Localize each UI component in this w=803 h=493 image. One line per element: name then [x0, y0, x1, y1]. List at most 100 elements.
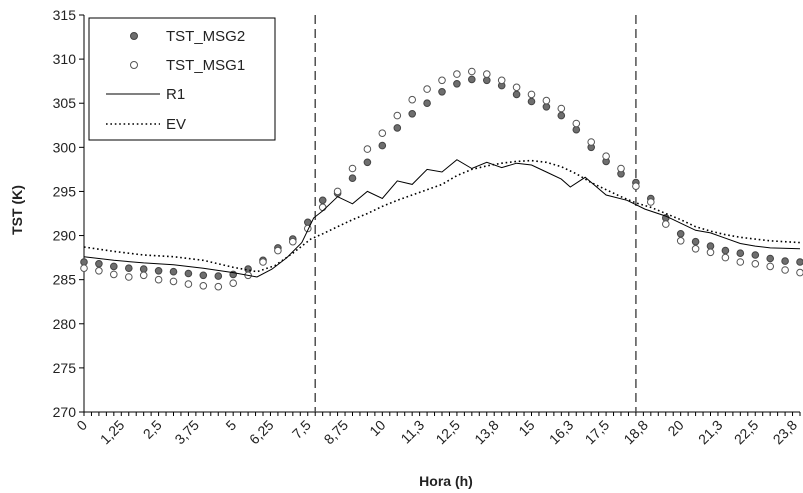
- y-tick-label-290: 290: [53, 228, 77, 244]
- data-point-tst-msg1: [378, 129, 387, 137]
- series-tst-msg1: [80, 67, 803, 291]
- data-point-tst-msg1: [527, 90, 536, 99]
- data-point-tst-msg2: [512, 90, 521, 99]
- x-tick-label-6-25: 6,25: [246, 417, 277, 448]
- x-tick-label-23-8: 23,8: [770, 417, 801, 448]
- x-tick-label-2-5: 2,5: [140, 417, 165, 442]
- legend: TST_MSG2 TST_MSG1 R1 EV: [88, 17, 276, 141]
- data-point-tst-msg1: [512, 83, 521, 92]
- data-point-tst-msg1: [766, 262, 775, 271]
- y-tick-label-300: 300: [53, 139, 77, 155]
- data-point-tst-msg1: [125, 273, 133, 281]
- y-tick-label-310: 310: [53, 51, 77, 67]
- data-point-tst-msg2: [557, 111, 566, 120]
- x-tick-label-8-75: 8,75: [321, 417, 352, 448]
- x-axis-title: Hora (h): [419, 473, 473, 489]
- x-tick-label-13-8: 13,8: [471, 417, 502, 448]
- data-point-tst-msg1: [214, 282, 223, 291]
- data-point-tst-msg1: [393, 111, 402, 120]
- data-point-tst-msg1: [453, 70, 461, 78]
- data-point-tst-msg1: [289, 237, 297, 246]
- data-point-tst-msg2: [438, 88, 446, 96]
- data-point-tst-msg2: [527, 97, 536, 106]
- data-point-tst-msg1: [706, 248, 715, 257]
- legend-label-tst-msg1: TST_MSG1: [166, 57, 245, 74]
- data-point-tst-msg2: [348, 174, 357, 182]
- data-point-tst-msg1: [154, 275, 163, 284]
- data-point-tst-msg1: [438, 76, 446, 85]
- data-point-tst-msg2: [796, 258, 803, 266]
- y-axis-title: TST (K): [9, 185, 25, 235]
- data-point-tst-msg2: [154, 267, 163, 275]
- data-point-tst-msg1: [676, 237, 685, 245]
- data-point-tst-msg1: [348, 164, 357, 173]
- x-tick-label-20: 20: [664, 417, 686, 439]
- x-tick-label-1-25: 1,25: [97, 417, 128, 448]
- data-point-tst-msg2: [751, 251, 760, 259]
- data-point-tst-msg1: [483, 70, 491, 78]
- x-tick-label-17-5: 17,5: [582, 417, 613, 448]
- data-point-tst-msg1: [274, 246, 282, 255]
- series-ev: [83, 159, 801, 273]
- x-tick-label-16-3: 16,3: [546, 417, 577, 448]
- data-point-tst-msg1: [139, 271, 148, 280]
- data-point-tst-msg1: [333, 187, 342, 196]
- y-tick-label-270: 270: [53, 404, 77, 420]
- data-point-tst-msg1: [80, 264, 88, 273]
- data-point-tst-msg1: [110, 270, 118, 279]
- y-tick-label-315: 315: [53, 7, 77, 23]
- data-point-tst-msg1: [781, 266, 789, 274]
- data-point-tst-msg2: [453, 80, 461, 88]
- x-axis: 0 1,25 2,5 3,75 5 6,25 7,5 8,75 10 11,3 12,5 13,8 15…: [73, 412, 801, 448]
- data-point-tst-msg2: [318, 196, 327, 205]
- data-point-tst-msg1: [647, 198, 655, 206]
- data-point-tst-msg1: [95, 267, 103, 275]
- data-point-tst-msg2: [423, 99, 431, 107]
- x-tick-label-18-8: 18,8: [620, 417, 651, 448]
- data-point-tst-msg2: [483, 76, 491, 85]
- x-tick-label-11-3: 11,3: [397, 417, 427, 447]
- y-axis: 270 275 280 285 290 295 300 305 310 315: [53, 7, 84, 420]
- data-point-tst-msg2: [184, 269, 193, 278]
- data-point-tst-msg2: [736, 249, 745, 257]
- y-tick-label-280: 280: [53, 316, 77, 332]
- data-point-tst-msg2: [125, 264, 133, 273]
- data-point-tst-msg2: [408, 110, 417, 118]
- legend-label-tst-msg2: TST_MSG2: [166, 28, 245, 45]
- data-point-tst-msg1: [617, 164, 625, 173]
- data-point-tst-msg1: [423, 85, 431, 93]
- x-tick-label-7-5: 7,5: [289, 417, 314, 442]
- data-point-tst-msg2: [139, 265, 148, 273]
- data-point-tst-msg1: [468, 67, 476, 76]
- x-tick-label-22-5: 22,5: [731, 417, 762, 448]
- data-point-tst-msg2: [95, 260, 103, 268]
- data-point-tst-msg2: [468, 75, 476, 84]
- data-point-tst-msg2: [110, 262, 118, 271]
- data-point-tst-msg1: [497, 76, 506, 85]
- y-tick-label-295: 295: [53, 183, 77, 199]
- data-point-tst-msg2: [393, 124, 402, 132]
- data-point-tst-msg1: [557, 104, 566, 113]
- series-layer: [80, 67, 803, 291]
- data-point-tst-msg2: [80, 258, 88, 266]
- data-point-tst-msg1: [169, 277, 178, 286]
- data-point-tst-msg1: [259, 258, 267, 266]
- series-r1: [83, 159, 801, 278]
- data-point-tst-msg2: [214, 272, 223, 280]
- data-point-tst-msg2: [766, 254, 775, 263]
- legend-label-r1: R1: [166, 86, 185, 103]
- legend-label-ev: EV: [166, 116, 186, 133]
- data-point-tst-msg1: [199, 282, 208, 290]
- data-point-tst-msg1: [796, 268, 803, 277]
- data-point-tst-msg1: [408, 95, 417, 104]
- data-point-tst-msg2: [378, 141, 387, 150]
- series-line-ev: [83, 159, 801, 273]
- data-point-tst-msg1: [662, 220, 670, 228]
- data-point-tst-msg2: [706, 242, 715, 250]
- y-tick-label-305: 305: [53, 95, 77, 111]
- data-point-tst-msg2: [199, 271, 208, 280]
- x-tick-label-3-75: 3,75: [171, 417, 202, 448]
- vertical-reference-lines: [314, 15, 637, 412]
- x-tick-label-12-5: 12,5: [432, 417, 463, 448]
